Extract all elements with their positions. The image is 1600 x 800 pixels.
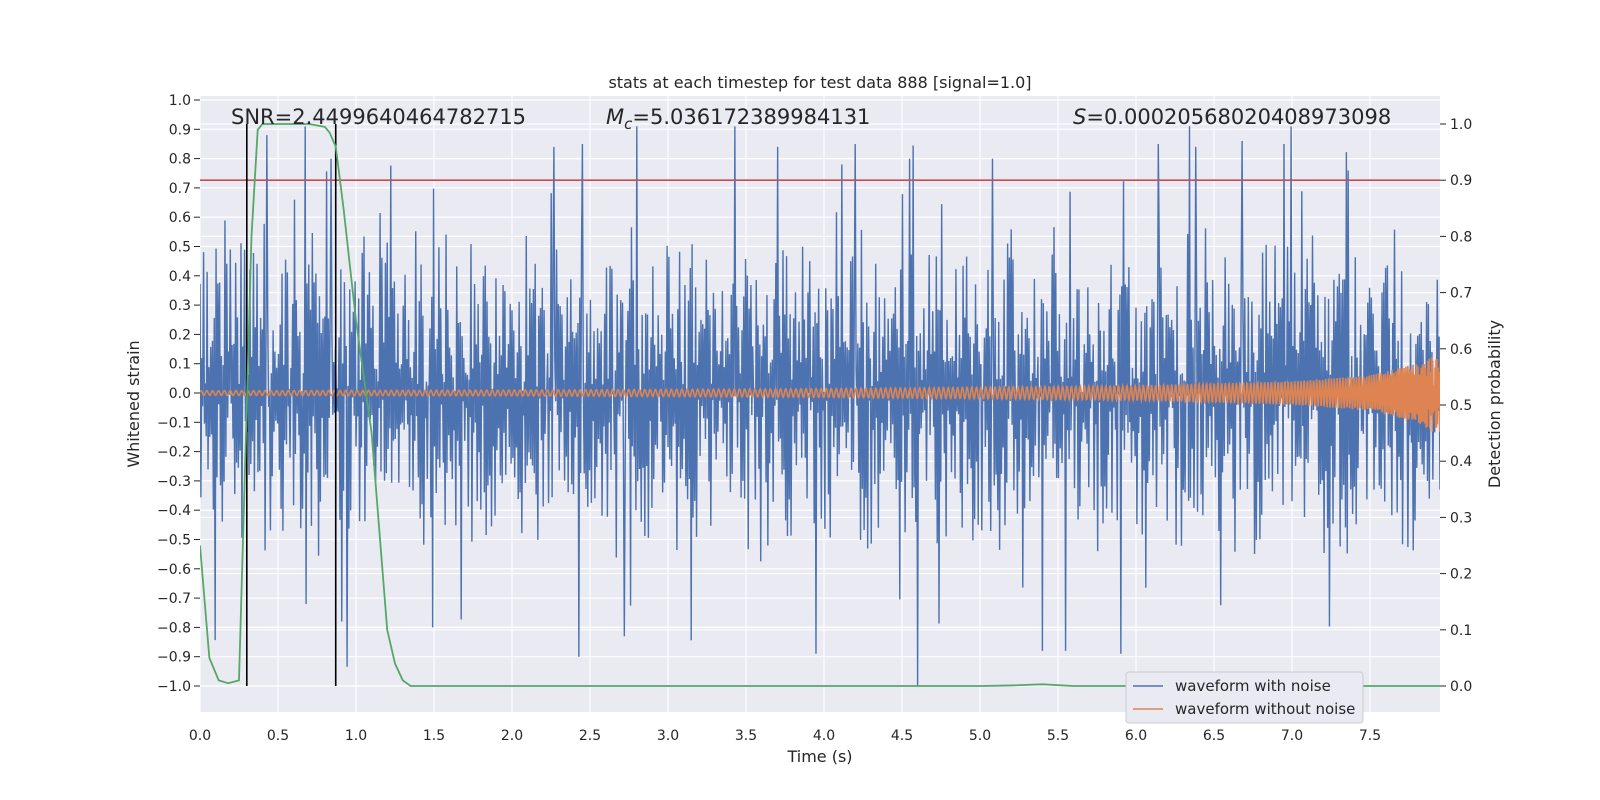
x-tick-label: 4.5	[891, 728, 913, 744]
y-tick-label: −0.3	[157, 474, 191, 490]
x-tick-label: 5.5	[1047, 728, 1069, 744]
y-tick-label: 0.1	[169, 357, 191, 373]
y-tick-label: −0.6	[157, 562, 191, 578]
y2-tick-label: 0.2	[1450, 567, 1472, 583]
x-tick-label: 2.5	[579, 728, 601, 744]
chirp-mass-subscript: c	[624, 115, 633, 133]
x-tick-labels: 0.0 0.5 1.0 1.5 2.0 2.5 3.0 3.5 4.0 4.5 5.0 5.5 6.0 6…	[189, 728, 1381, 744]
x-tick-label: 2.0	[501, 728, 523, 744]
y2-tick-label: 0.3	[1450, 510, 1472, 526]
y2-tick-label: 0.4	[1450, 454, 1472, 470]
x-tick-label: 0.5	[267, 728, 289, 744]
y2-tick-label: 0.8	[1450, 229, 1472, 245]
x-tick-label: 5.0	[969, 728, 991, 744]
x-axis-label: Time (s)	[786, 747, 852, 766]
s-annotation: S=0.00020568020408973098	[1073, 105, 1391, 129]
detection-probability-line	[200, 123, 1440, 687]
x-tick-label: 6.0	[1125, 728, 1147, 744]
y-tick-label: 0.2	[169, 327, 191, 343]
y2-tick-label: 0.6	[1450, 342, 1472, 358]
y-axis-label: Whitened strain	[124, 340, 143, 467]
y-tick-label: −0.4	[157, 503, 191, 519]
x-tick-label: 4.0	[813, 728, 835, 744]
waveform-with-noise-line	[200, 126, 1440, 687]
y-tick-label: −0.9	[157, 650, 191, 666]
y-tick-label: 0.8	[169, 152, 191, 168]
series-layer	[200, 123, 1440, 687]
y-tick-label: −0.5	[157, 533, 191, 549]
y2-tick-labels: 1.0 0.9 0.8 0.7 0.6 0.5 0.4 0.3 0.2 0.1 0.0	[1440, 117, 1472, 695]
y2-tick-label: 0.0	[1450, 679, 1472, 695]
y-tick-label: 1.0	[169, 93, 191, 109]
y-tick-label: 0.4	[169, 269, 191, 285]
y2-tick-label: 1.0	[1450, 117, 1472, 133]
y-tick-labels: 1.0 0.9 0.8 0.7 0.6 0.5 0.4 0.3 0.2 0.1 0.0 −0.1 −0.…	[157, 93, 200, 695]
s-value: =0.00020568020408973098	[1086, 105, 1391, 129]
x-tick-label: 7.5	[1359, 728, 1381, 744]
snr-annotation: SNR=2.4499640464782715	[231, 105, 526, 129]
y-tick-label: 0.5	[169, 240, 191, 256]
y-tick-label: 0.7	[169, 181, 191, 197]
legend-box	[1125, 671, 1364, 724]
x-tick-label: 1.5	[423, 728, 445, 744]
x-tick-label: 3.5	[735, 728, 757, 744]
y-tick-label: 0.6	[169, 210, 191, 226]
y-tick-label: 0.0	[169, 386, 191, 402]
plot-series	[200, 123, 1440, 687]
chirp-mass-value: =5.036172389984131	[632, 105, 870, 129]
legend-label-clean: waveform without noise	[1175, 700, 1355, 718]
y-tick-label: −1.0	[157, 679, 191, 695]
legend-label-noise: waveform with noise	[1175, 677, 1331, 695]
chirp-mass-annotation: Mc=5.036172389984131	[606, 105, 870, 133]
x-tick-label: 7.0	[1281, 728, 1303, 744]
y-tick-label: 0.3	[169, 298, 191, 314]
y-tick-label: −0.2	[157, 445, 191, 461]
y-tick-label: 0.9	[169, 122, 191, 138]
chart-title: stats at each timestep for test data 888…	[608, 73, 1031, 92]
x-tick-label: 1.0	[345, 728, 367, 744]
y2-axis-label: Detection probability	[1485, 320, 1504, 488]
x-tick-label: 0.0	[189, 728, 211, 744]
y2-tick-label: 0.1	[1450, 623, 1472, 639]
y2-tick-label: 0.7	[1450, 286, 1472, 302]
x-tick-label: 3.0	[657, 728, 679, 744]
y-tick-label: −0.1	[157, 415, 191, 431]
waveform-without-noise-line	[200, 350, 1440, 432]
y2-tick-label: 0.9	[1450, 173, 1472, 189]
chirp-mass-symbol: M	[606, 105, 624, 129]
legend: waveform with noise waveform without noi…	[1125, 671, 1364, 724]
y-tick-label: −0.7	[157, 591, 191, 607]
x-tick-label: 6.5	[1203, 728, 1225, 744]
y2-tick-label: 0.5	[1450, 398, 1472, 414]
s-symbol: S	[1073, 105, 1086, 129]
y-tick-label: −0.8	[157, 620, 191, 636]
